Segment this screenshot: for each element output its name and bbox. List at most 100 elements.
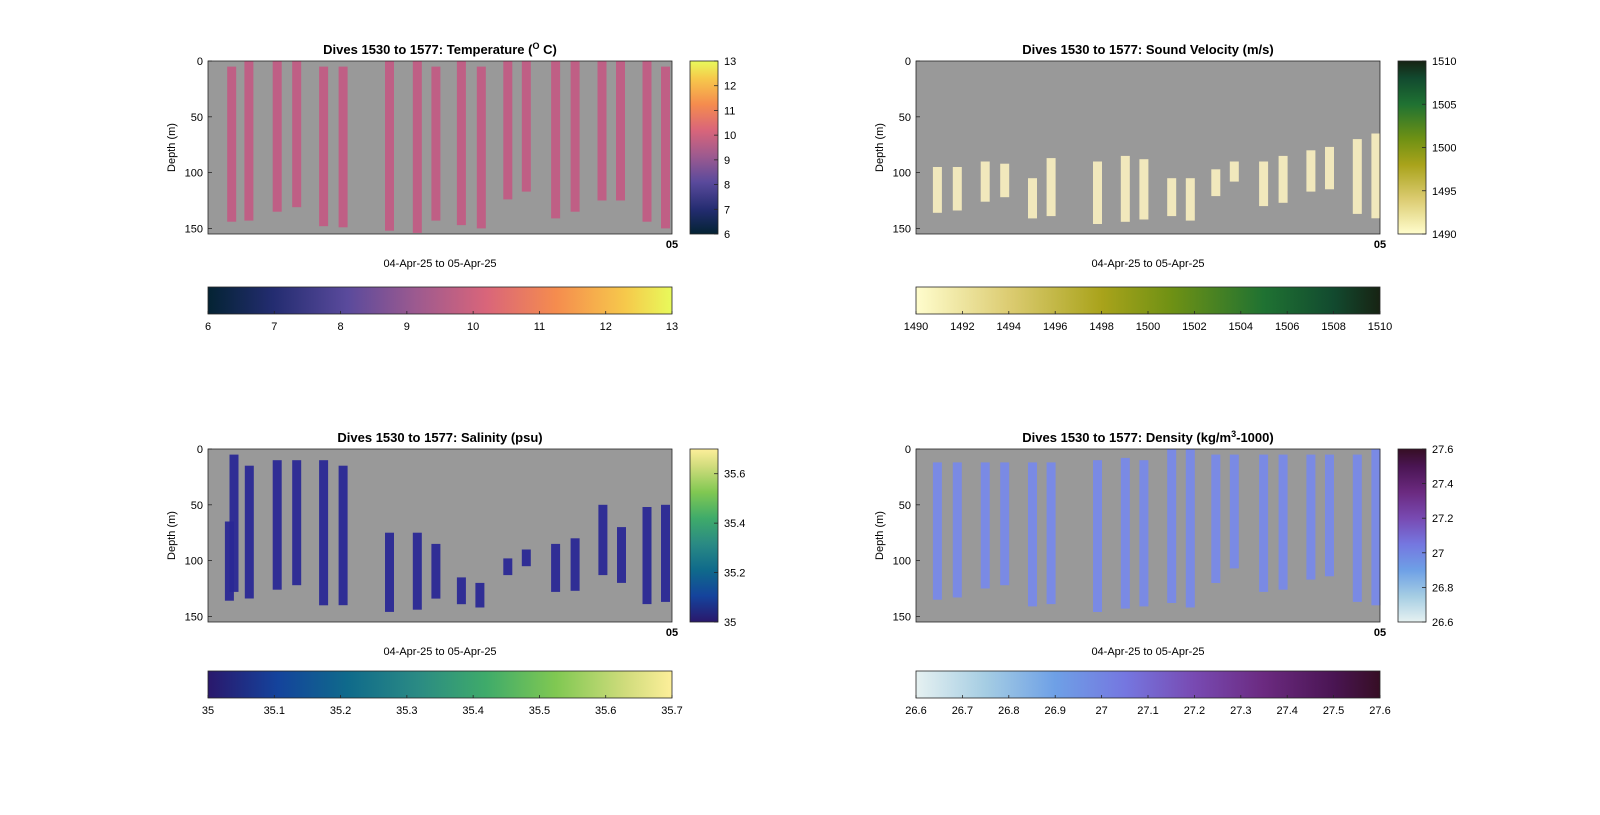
chart-title: Dives 1530 to 1577: Density (kg/m3-1000) xyxy=(1022,429,1273,445)
profile-bar xyxy=(244,61,254,221)
profile-bar xyxy=(597,61,607,201)
colorbar-horizontal xyxy=(915,670,1381,699)
profile-bar xyxy=(1167,178,1177,217)
colorbar-tick-label: 9 xyxy=(724,155,730,167)
hcolorbar-tick-label: 35.2 xyxy=(330,705,351,717)
hcolorbar-tick-label: 7 xyxy=(271,321,277,333)
colorbar-tick-label: 26.8 xyxy=(1432,582,1453,594)
y-tick-label: 50 xyxy=(191,112,203,124)
profile-bar xyxy=(227,66,237,222)
colorbar-tick-label: 26.6 xyxy=(1432,617,1453,629)
profile-bar xyxy=(475,582,485,608)
hcolorbar-tick-label: 12 xyxy=(600,321,612,333)
hcolorbar-tick-label: 35.6 xyxy=(595,705,616,717)
profile-bar xyxy=(456,577,466,605)
profile-bar xyxy=(1371,133,1381,219)
hcolorbar-tick-label: 1500 xyxy=(1136,321,1160,333)
y-tick-label: 150 xyxy=(185,611,203,623)
profile-bar xyxy=(1211,169,1221,197)
profile-bar xyxy=(476,66,486,229)
hcolorbar-tick-label: 27.5 xyxy=(1323,705,1344,717)
colorbar-vertical xyxy=(1397,60,1427,235)
hcolorbar-tick-label: 35.1 xyxy=(264,705,285,717)
profile-bar xyxy=(1028,462,1037,607)
profile-bar xyxy=(1167,449,1177,603)
colorbar-tick-label: 27.6 xyxy=(1432,444,1453,456)
x-tick-label: 05 xyxy=(666,239,678,251)
colorbar-tick-label: 1495 xyxy=(1432,186,1456,198)
hcolorbar-tick-label: 1498 xyxy=(1089,321,1113,333)
profile-bar xyxy=(616,61,625,201)
profile-bar xyxy=(521,61,531,192)
profile-bar xyxy=(661,504,670,602)
hcolorbar-tick-label: 27.2 xyxy=(1184,705,1205,717)
chart-title-main: Dives 1530 to 1577: Temperature ( xyxy=(323,42,533,57)
x-axis-label: 04-Apr-25 to 05-Apr-25 xyxy=(1091,258,1204,270)
hcolorbar-tick-label: 6 xyxy=(205,321,211,333)
profile-bar xyxy=(1371,449,1381,606)
colorbar-tick-label: 10 xyxy=(724,130,736,142)
profile-bar xyxy=(1185,178,1195,221)
chart-title: Dives 1530 to 1577: Temperature (O C) xyxy=(323,41,557,57)
colorbar-tick-label: 27.4 xyxy=(1432,479,1453,491)
profile-bar xyxy=(642,507,652,605)
hcolorbar-tick-label: 1496 xyxy=(1043,321,1067,333)
x-axis-label: 04-Apr-25 to 05-Apr-25 xyxy=(383,646,496,658)
y-axis-label: Depth (m) xyxy=(874,511,886,560)
axes-frame xyxy=(207,448,673,623)
profile-bar xyxy=(1278,454,1288,590)
colorbar-tick-label: 27 xyxy=(1432,548,1444,560)
profile-bar xyxy=(952,167,962,211)
profile-bar xyxy=(1120,155,1130,222)
colorbar-vertical xyxy=(1397,448,1427,623)
colorbar-tick-label: 11 xyxy=(724,105,735,117)
hcolorbar-tick-label: 27 xyxy=(1095,705,1107,717)
profile-bar xyxy=(224,521,234,601)
hcolorbar-tick-label: 35.5 xyxy=(529,705,550,717)
hcolorbar-tick-label: 35.7 xyxy=(661,705,682,717)
colorbar-horizontal xyxy=(207,286,673,315)
profile-bar xyxy=(980,161,990,202)
profile-bar xyxy=(1046,158,1056,217)
profile-bar xyxy=(1259,454,1269,592)
profile-bar xyxy=(551,61,561,219)
hcolorbar-tick-label: 35.3 xyxy=(396,705,417,717)
hcolorbar-tick-label: 35.4 xyxy=(462,705,483,717)
profile-bar xyxy=(932,167,942,213)
hcolorbar-tick-label: 10 xyxy=(467,321,479,333)
hcolorbar-tick-label: 1504 xyxy=(1229,321,1253,333)
profile-bar xyxy=(229,454,239,592)
chart-title-superscript: O xyxy=(532,41,539,51)
colorbar-tick-label: 1505 xyxy=(1432,99,1456,111)
profile-bar xyxy=(338,66,348,228)
profile-bar xyxy=(570,61,580,212)
profile-bar xyxy=(319,66,329,227)
panel-1: Dives 1530 to 1577: Temperature (O C)050… xyxy=(166,41,736,333)
profile-bar xyxy=(431,66,441,221)
colorbar-tick-label: 1510 xyxy=(1432,56,1456,68)
profile-bar xyxy=(319,460,329,606)
profile-bar xyxy=(1211,454,1221,583)
y-tick-label: 0 xyxy=(905,56,911,68)
profile-bar xyxy=(617,527,626,583)
profile-bar xyxy=(1259,161,1269,207)
hcolorbar-tick-label: 1502 xyxy=(1182,321,1206,333)
profile-bar xyxy=(1120,457,1130,609)
colorbar-vertical xyxy=(689,448,719,623)
axes-frame xyxy=(915,60,1381,235)
colorbar-tick-label: 1500 xyxy=(1432,143,1456,155)
profile-bar xyxy=(272,61,282,212)
profile-bar xyxy=(1139,460,1149,607)
profile-bar xyxy=(412,61,422,233)
colorbar-horizontal xyxy=(915,286,1381,315)
colorbar-tick-label: 35.4 xyxy=(724,518,745,530)
hcolorbar-tick-label: 27.6 xyxy=(1369,705,1390,717)
x-tick-label: 05 xyxy=(1374,239,1386,251)
profile-bar xyxy=(272,460,282,590)
hcolorbar-tick-label: 11 xyxy=(534,321,545,333)
hcolorbar-tick-label: 1494 xyxy=(997,321,1021,333)
y-tick-label: 50 xyxy=(899,500,911,512)
y-tick-label: 150 xyxy=(893,223,911,235)
profile-bar xyxy=(1352,139,1362,214)
